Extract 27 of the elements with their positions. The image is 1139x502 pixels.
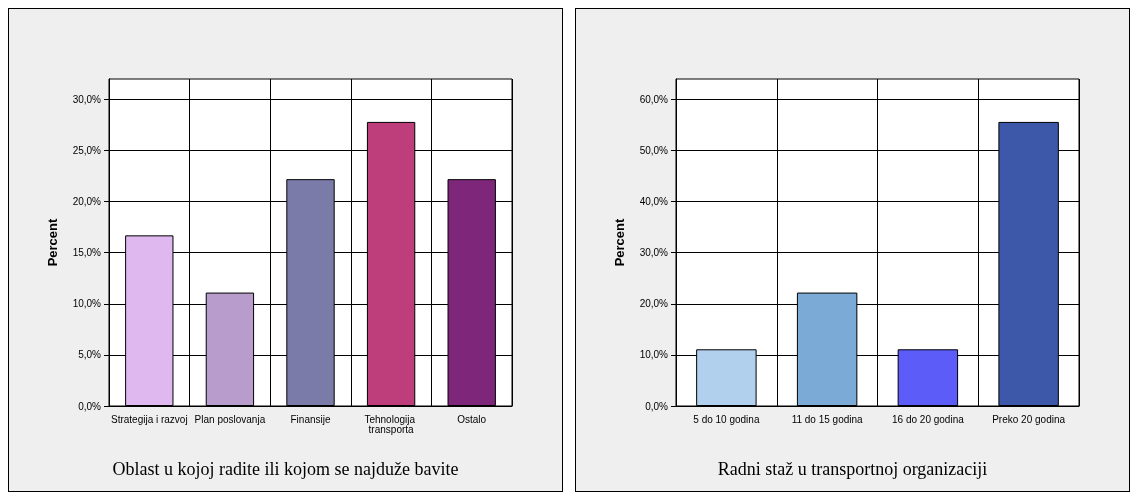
y-axis-title: Percent — [612, 217, 627, 267]
y-tick-label: 10,0% — [639, 349, 669, 361]
text: Radni staž u transportnoj organizaciji — [717, 459, 988, 479]
x-tick-label: Plan poslovanja — [194, 413, 266, 425]
y-tick-label: 30,0% — [639, 247, 669, 259]
y-tick-label: 0,0% — [78, 400, 102, 412]
y-tick-label: 60,0% — [639, 93, 669, 105]
x-tick-label: Preko 20 godina — [992, 413, 1066, 425]
y-tick-label: 50,0% — [639, 145, 669, 157]
x-tick-label: Ostalo — [457, 413, 487, 425]
y-tick-label: 15,0% — [72, 247, 102, 259]
y-axis-title: Percent — [45, 217, 60, 267]
y-tick-label: 25,0% — [72, 145, 102, 157]
x-tick-label: 16 do 20 godina — [892, 413, 965, 425]
x-tick-label: Tehnologija transporta — [364, 413, 418, 435]
y-tick-label: 40,0% — [639, 196, 669, 208]
y-tick-label: 20,0% — [639, 298, 669, 310]
x-tick-label: Finansije — [290, 413, 331, 425]
text: Oblast u kojoj radite ili kojom se najduže bavite — [112, 459, 459, 479]
x-tick-label: 11 do 15 godina — [791, 413, 864, 425]
y-tick-label: 0,0% — [645, 400, 669, 412]
y-tick-label: 20,0% — [72, 196, 102, 208]
x-tick-label: 5 do 10 godina — [693, 413, 760, 425]
y-tick-label: 5,0% — [78, 349, 102, 361]
y-tick-label: 30,0% — [72, 93, 102, 105]
x-tick-label: Strategija i razvoj — [110, 413, 188, 425]
y-tick-label: 10,0% — [72, 298, 102, 310]
